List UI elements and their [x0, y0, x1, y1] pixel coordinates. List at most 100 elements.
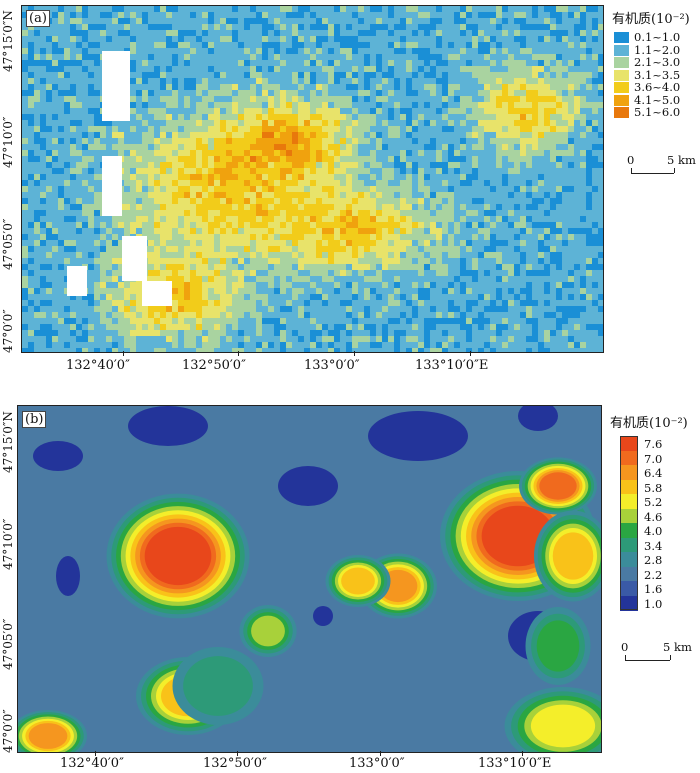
raster-cell	[238, 18, 244, 24]
raster-cell	[370, 114, 376, 120]
raster-cell	[148, 240, 154, 246]
raster-cell	[196, 228, 202, 234]
raster-cell	[532, 234, 538, 240]
raster-cell	[40, 282, 46, 288]
raster-cell	[172, 186, 178, 192]
raster-cell	[298, 294, 304, 300]
raster-cell	[334, 204, 340, 210]
raster-cell	[466, 204, 472, 210]
raster-cell	[274, 186, 280, 192]
raster-cell	[550, 72, 556, 78]
raster-cell	[352, 144, 358, 150]
raster-cell	[406, 264, 412, 270]
raster-cell	[406, 282, 412, 288]
raster-cell	[322, 270, 328, 276]
raster-cell	[28, 240, 34, 246]
raster-cell	[172, 306, 178, 312]
raster-cell	[142, 114, 148, 120]
raster-cell	[364, 114, 370, 120]
raster-cell	[40, 90, 46, 96]
raster-cell	[394, 126, 400, 132]
raster-cell	[478, 78, 484, 84]
raster-cell	[40, 108, 46, 114]
raster-cell	[286, 18, 292, 24]
raster-cell	[148, 162, 154, 168]
raster-cell	[244, 126, 250, 132]
raster-cell	[526, 222, 532, 228]
raster-cell	[400, 198, 406, 204]
raster-cell	[76, 78, 82, 84]
raster-cell	[514, 84, 520, 90]
raster-cell	[406, 306, 412, 312]
raster-cell	[58, 210, 64, 216]
raster-cell	[34, 96, 40, 102]
raster-cell	[328, 324, 334, 330]
raster-cell	[40, 288, 46, 294]
raster-cell	[220, 192, 226, 198]
raster-cell	[244, 96, 250, 102]
raster-cell	[28, 312, 34, 318]
raster-cell	[592, 198, 598, 204]
raster-cell	[58, 72, 64, 78]
raster-cell	[52, 198, 58, 204]
raster-cell	[268, 186, 274, 192]
raster-cell	[34, 186, 40, 192]
raster-cell	[580, 168, 586, 174]
raster-cell	[574, 300, 580, 306]
raster-cell	[520, 66, 526, 72]
raster-cell	[214, 180, 220, 186]
raster-cell	[370, 264, 376, 270]
raster-cell	[424, 180, 430, 186]
raster-cell	[496, 324, 502, 330]
raster-cell	[328, 30, 334, 36]
raster-cell	[478, 270, 484, 276]
raster-cell	[538, 264, 544, 270]
raster-cell	[478, 84, 484, 90]
raster-cell	[556, 84, 562, 90]
raster-cell	[490, 144, 496, 150]
raster-cell	[292, 126, 298, 132]
raster-cell	[562, 60, 568, 66]
raster-cell	[568, 102, 574, 108]
raster-cell	[448, 330, 454, 336]
raster-cell	[550, 180, 556, 186]
raster-cell	[82, 168, 88, 174]
raster-cell	[100, 18, 106, 24]
raster-cell	[274, 282, 280, 288]
raster-cell	[250, 222, 256, 228]
raster-cell	[214, 336, 220, 342]
raster-cell	[406, 36, 412, 42]
raster-cell	[598, 138, 603, 144]
raster-cell	[466, 336, 472, 342]
raster-cell	[70, 30, 76, 36]
raster-cell	[466, 282, 472, 288]
raster-cell	[448, 300, 454, 306]
raster-cell	[310, 240, 316, 246]
raster-cell	[412, 18, 418, 24]
raster-cell	[526, 114, 532, 120]
raster-cell	[364, 204, 370, 210]
raster-cell	[364, 300, 370, 306]
raster-cell	[286, 234, 292, 240]
raster-cell	[556, 168, 562, 174]
raster-cell	[400, 228, 406, 234]
raster-cell	[130, 180, 136, 186]
raster-cell	[592, 306, 598, 312]
raster-cell	[514, 324, 520, 330]
raster-cell	[220, 186, 226, 192]
raster-cell	[292, 192, 298, 198]
raster-cell	[400, 240, 406, 246]
raster-cell	[196, 318, 202, 324]
raster-cell	[502, 270, 508, 276]
raster-cell	[514, 66, 520, 72]
raster-cell	[184, 6, 190, 12]
raster-cell	[496, 228, 502, 234]
raster-cell	[598, 228, 603, 234]
raster-cell	[454, 282, 460, 288]
raster-cell	[292, 42, 298, 48]
raster-cell	[238, 246, 244, 252]
raster-cell	[310, 288, 316, 294]
raster-cell	[262, 282, 268, 288]
raster-cell	[238, 36, 244, 42]
raster-cell	[184, 150, 190, 156]
